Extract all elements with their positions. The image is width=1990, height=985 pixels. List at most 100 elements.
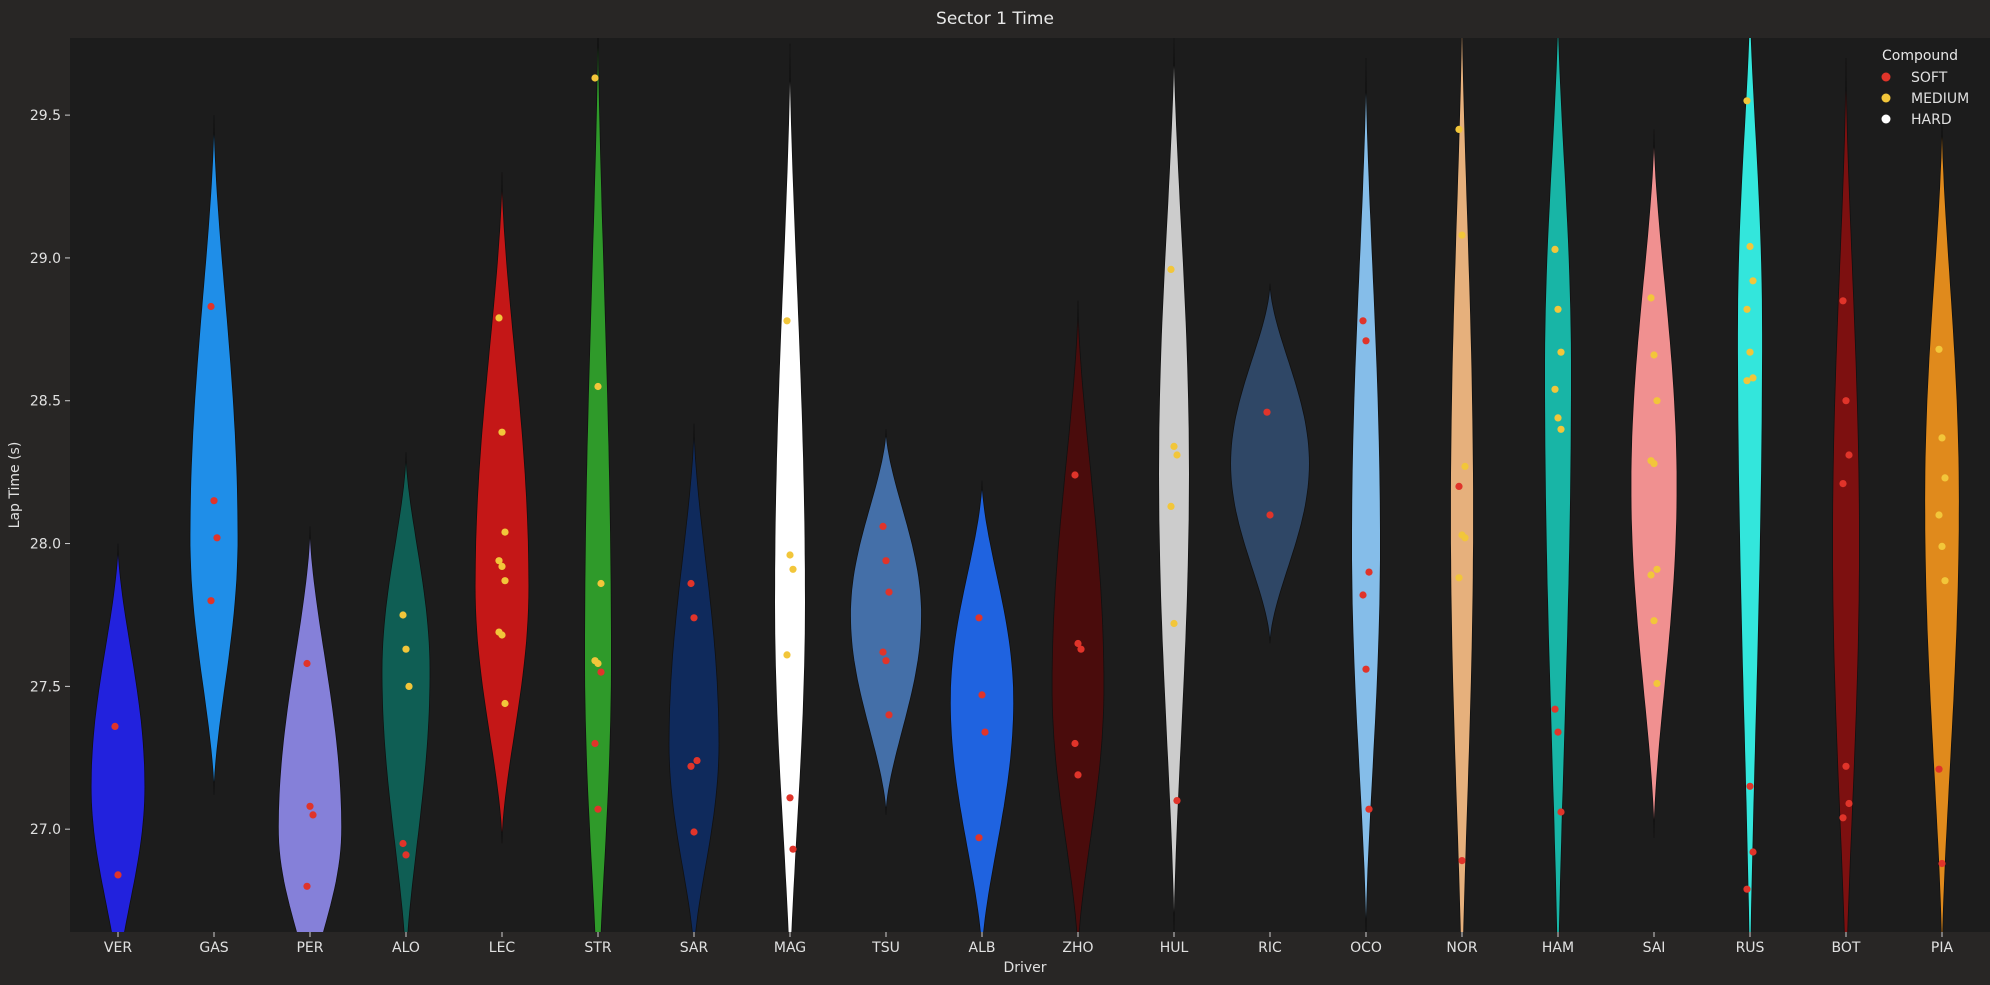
lap-point-zho: [1071, 471, 1079, 479]
lap-point-rus: [1743, 305, 1751, 313]
lap-point-mag: [789, 845, 797, 853]
lap-point-sai: [1653, 679, 1661, 688]
lap-point-bot: [1839, 480, 1847, 488]
lap-point-nor: [1455, 125, 1463, 133]
lap-point-zho: [1074, 771, 1082, 779]
lap-point-sar: [690, 614, 698, 622]
lap-point-mag: [783, 317, 791, 325]
lap-point-hul: [1170, 619, 1178, 628]
lap-point-oco: [1362, 337, 1370, 345]
lap-point-sar: [693, 757, 701, 765]
plot-area: [70, 38, 1990, 932]
lap-point-lec: [498, 428, 506, 436]
y-tick-label: 28.5: [30, 394, 61, 410]
x-tick-label: OCO: [1350, 940, 1382, 956]
lap-point-sar: [687, 579, 695, 588]
lap-point-rus: [1743, 885, 1751, 893]
lap-points-group: [111, 74, 1949, 893]
lap-point-sai: [1650, 351, 1658, 359]
lap-point-ham: [1551, 705, 1559, 713]
lap-point-rus: [1746, 242, 1754, 251]
violin-ver: [90, 543, 146, 932]
lap-point-lec: [501, 528, 509, 536]
y-tick-label: 27.0: [30, 822, 61, 838]
lap-point-lec: [495, 314, 503, 322]
lap-point-hul: [1167, 265, 1175, 273]
lap-point-sai: [1653, 397, 1661, 405]
lap-point-rus: [1749, 848, 1757, 856]
lap-point-per: [306, 802, 314, 810]
lap-point-oco: [1359, 591, 1367, 599]
violin-tsu: [850, 429, 922, 815]
violin-ham: [1544, 38, 1572, 932]
x-tick-label: PER: [296, 940, 323, 956]
lap-point-tsu: [879, 522, 887, 531]
legend-label-hard: HARD: [1911, 112, 1952, 128]
x-tick-label: MAG: [774, 940, 806, 956]
violin-sai: [1630, 129, 1678, 838]
y-axis-ticks: 27.0 27.5 28.0 28.5 29.0 29.5: [30, 108, 70, 838]
lap-point-ham: [1554, 728, 1562, 736]
lap-point-hul: [1173, 451, 1181, 459]
lap-point-zho: [1074, 639, 1082, 648]
lap-point-oco: [1362, 665, 1370, 673]
violin-lec: [474, 172, 530, 844]
lap-point-pia: [1938, 542, 1946, 551]
legend-label-soft: SOFT: [1911, 70, 1948, 86]
lap-point-ham: [1551, 245, 1559, 253]
violin-bot: [1832, 57, 1860, 932]
lap-point-ric: [1266, 511, 1274, 519]
lap-point-per: [303, 659, 311, 668]
lap-point-lec: [501, 699, 509, 708]
lap-point-sai: [1650, 617, 1658, 625]
lap-point-str: [591, 739, 599, 748]
y-tick-label: 28.0: [30, 537, 61, 553]
lap-point-ham: [1557, 348, 1565, 356]
lap-point-rus: [1746, 348, 1754, 356]
x-tick-label: NOR: [1446, 940, 1477, 956]
lap-point-alb: [981, 728, 989, 736]
violin-mag: [774, 43, 806, 932]
violin-ric: [1230, 283, 1310, 644]
lap-point-lec: [501, 577, 509, 585]
lap-point-bot: [1845, 451, 1853, 459]
lap-point-alo: [399, 839, 407, 848]
lap-point-str: [597, 668, 605, 676]
lap-point-pia: [1935, 765, 1943, 773]
lap-point-lec: [498, 631, 506, 639]
x-tick-label: STR: [584, 940, 611, 956]
lap-point-gas: [207, 302, 215, 311]
lap-point-ham: [1551, 385, 1559, 393]
lap-point-ver: [111, 722, 119, 731]
y-tick-label: 29.0: [30, 251, 61, 267]
legend-marker-medium: [1881, 93, 1891, 103]
lap-point-str: [591, 74, 599, 82]
violin-alo: [381, 452, 431, 932]
lap-point-alo: [399, 611, 407, 619]
lap-point-sar: [690, 828, 698, 836]
legend-title: Compound: [1882, 48, 1958, 64]
lap-point-hul: [1167, 502, 1175, 510]
lap-point-mag: [789, 565, 797, 573]
lap-point-sar: [687, 762, 695, 770]
violin-alb: [949, 480, 1015, 932]
x-tick-label: ALB: [969, 940, 996, 956]
lap-point-mag: [786, 551, 794, 559]
lap-point-tsu: [882, 557, 890, 565]
lap-point-nor: [1455, 482, 1463, 490]
y-tick-label: 29.5: [30, 108, 61, 124]
x-tick-label: BOT: [1832, 940, 1861, 956]
lap-point-sai: [1653, 565, 1661, 573]
legend-label-medium: MEDIUM: [1911, 91, 1969, 107]
lap-point-sai: [1647, 294, 1655, 302]
violin-rus: [1737, 38, 1763, 932]
x-tick-label: LEC: [489, 940, 516, 956]
x-axis-ticks: VER GAS PER ALO LEC STR SAR MAG TSU ALB ZHO HUL RIC O…: [104, 932, 1953, 956]
lap-point-alb: [975, 834, 983, 842]
lap-point-sai: [1650, 460, 1658, 468]
lap-point-pia: [1941, 577, 1949, 585]
lap-point-pia: [1935, 345, 1943, 353]
lap-point-rus: [1749, 374, 1757, 382]
lap-point-alb: [978, 691, 986, 699]
lap-point-pia: [1935, 511, 1943, 519]
